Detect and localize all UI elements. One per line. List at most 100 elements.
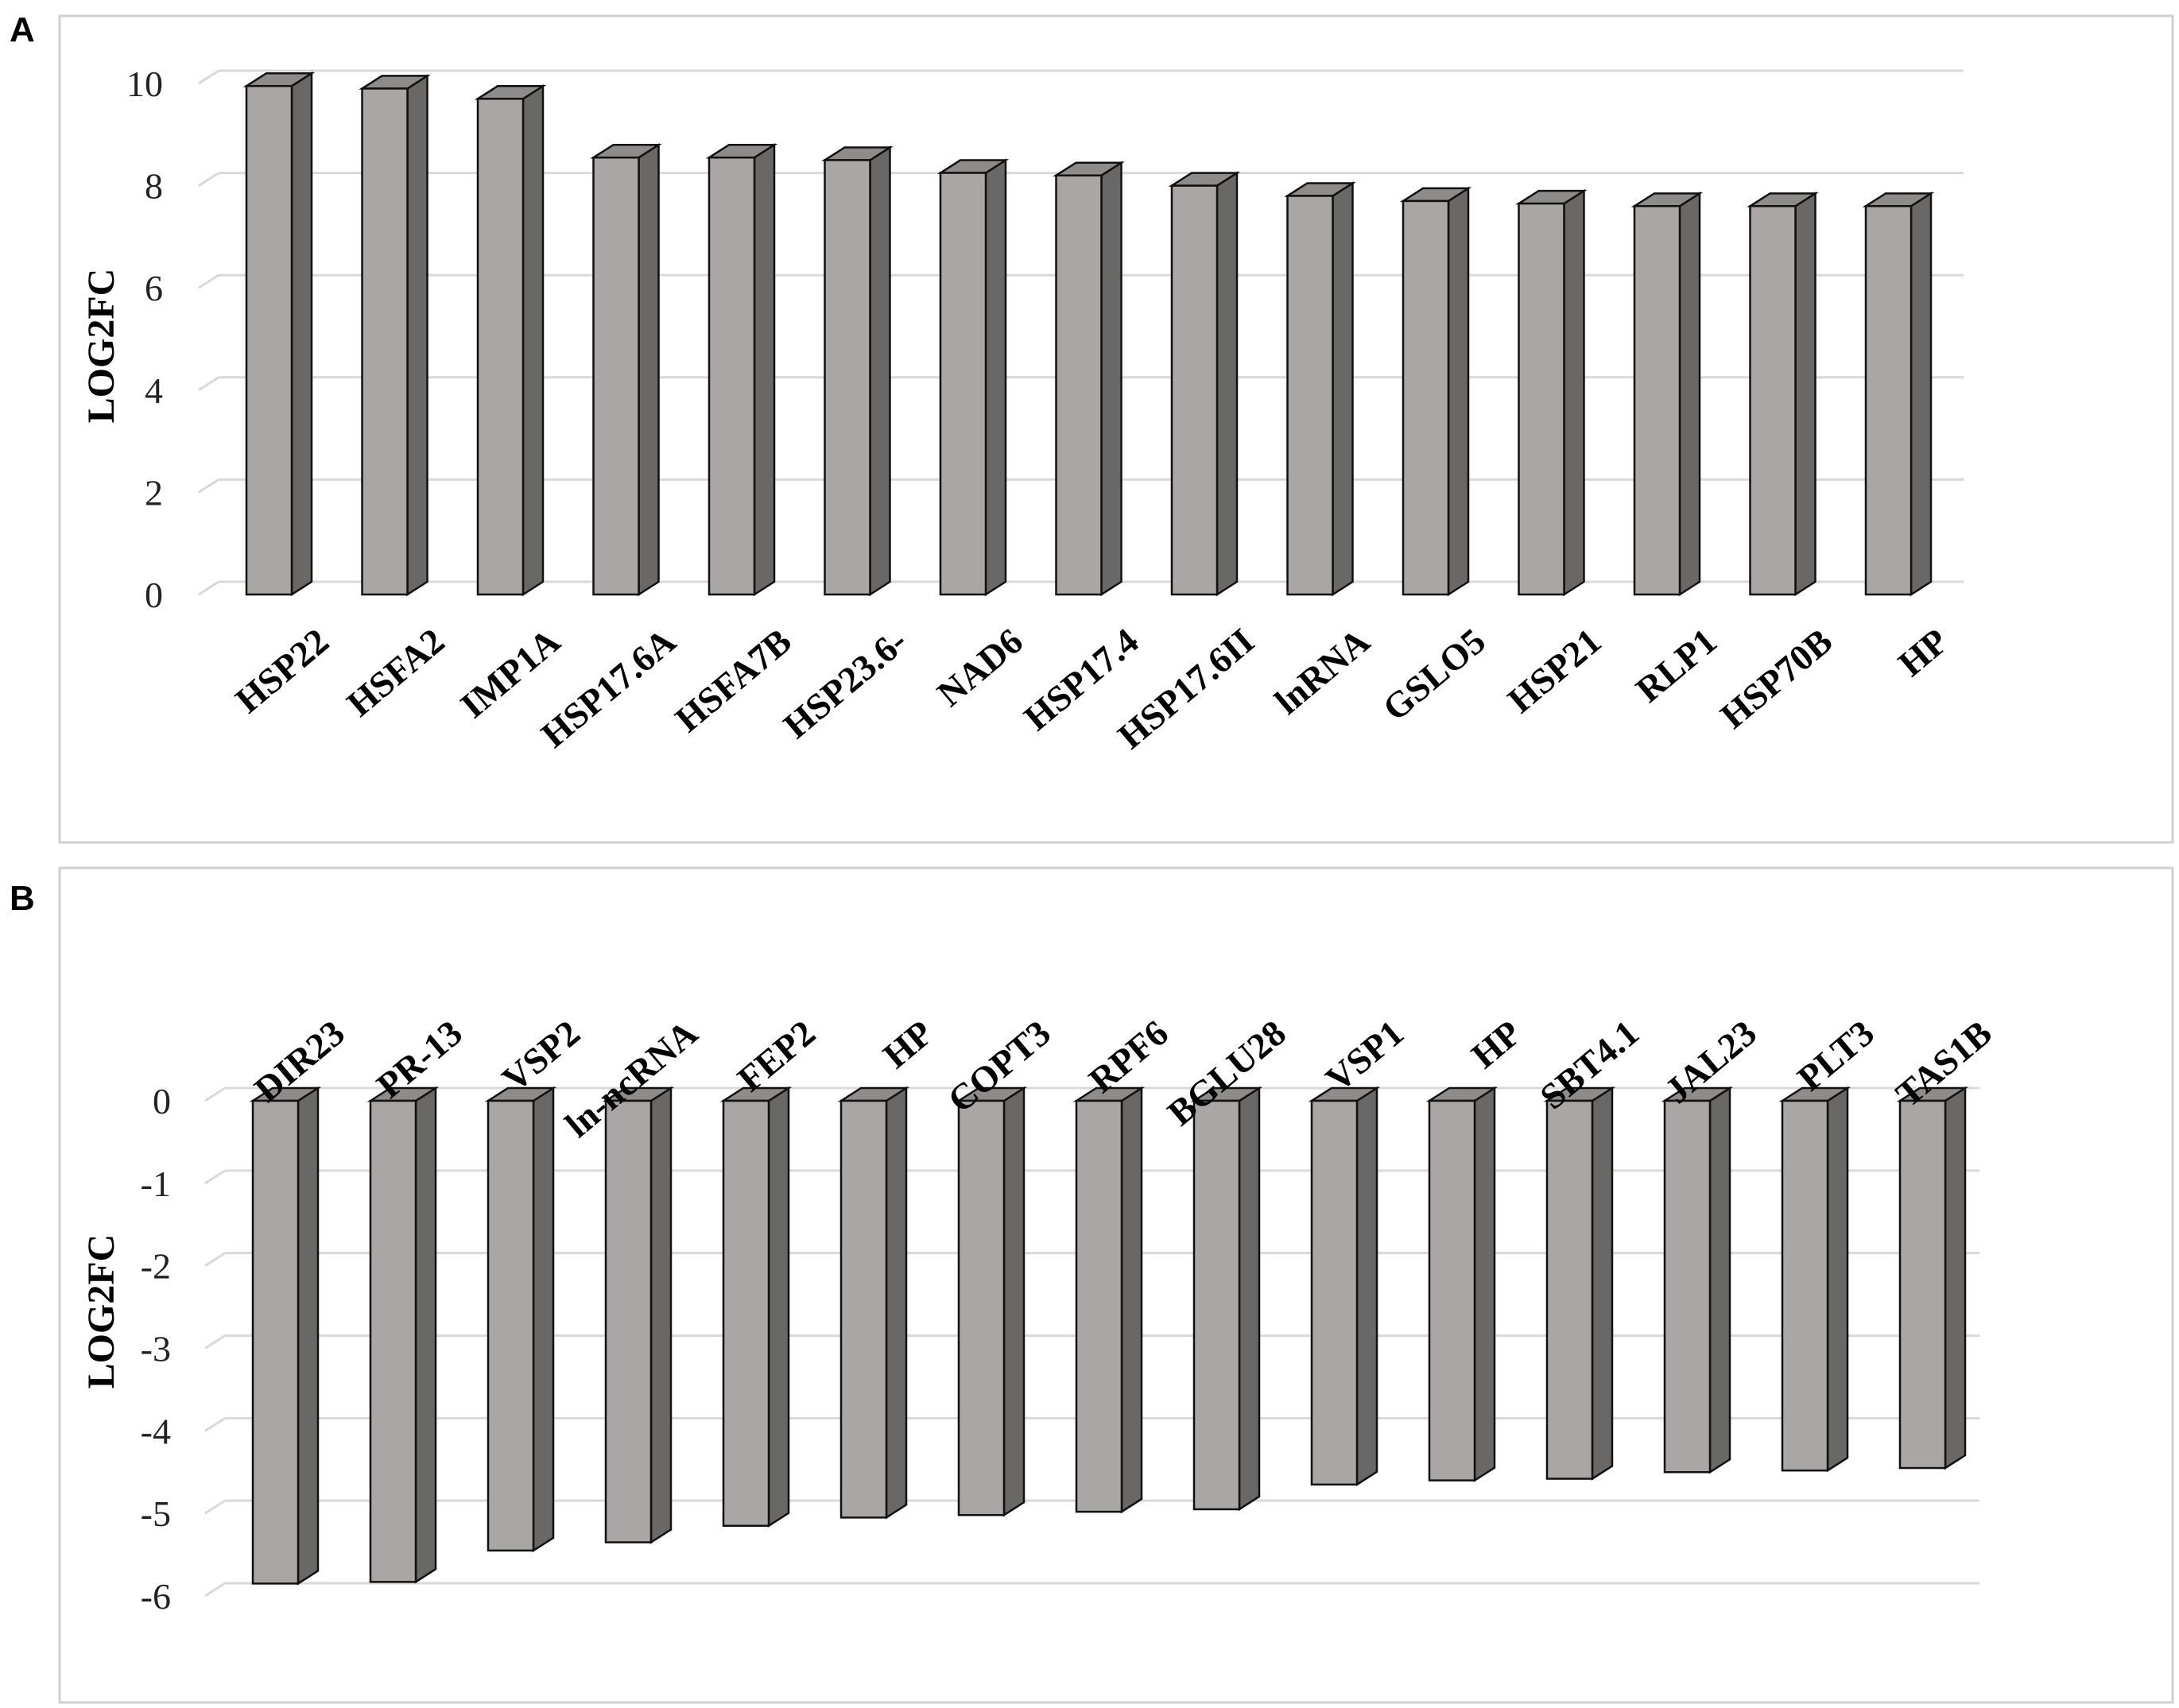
panel-a-y-tick-label: 8 [145,166,163,207]
bar-side [1910,192,1933,597]
panel-a-bar-rlp1 [1630,192,1704,597]
bar-side [649,1086,673,1544]
bar-front [824,159,871,596]
bar-front [1545,1099,1594,1480]
panel-b-y-tick-label: -1 [141,1164,171,1204]
panel-b-y-tick-label: 0 [153,1081,171,1121]
panel-b-gridline-floor [204,1582,226,1598]
bar-front [722,1099,770,1527]
panel-b-bar-ln-ncrna [602,1086,675,1544]
panel-b: B 0-1-2-3-4-5-6 LOG2FC DIR23 PR-13 VSP2ln-… [10,866,2174,1704]
bar-side [1216,171,1239,597]
panel-a-y-tick-label: 10 [126,64,163,104]
bar-front [708,156,756,596]
panel-b-bar-hp [1425,1086,1499,1482]
bar-front [245,84,293,596]
bar-front [1310,1099,1359,1486]
bar-side [984,158,1007,597]
bar-front [251,1099,300,1585]
bar-side [1591,1086,1614,1481]
bar-side [638,142,660,597]
panel-a-bar-hsp17-6ii [1168,171,1241,597]
panel-a-gridline-floor [198,69,219,85]
panel-b-bar-copt3 [955,1086,1028,1517]
bar-side [1120,1086,1143,1514]
bar-side [532,1086,555,1553]
panel-a-y-tick-label: 0 [145,575,163,615]
bar-front [1402,199,1450,596]
panel-b-gridline-floor [204,1417,226,1432]
panel-a-bar-imp1a [474,84,547,597]
panel-a-bar-hsp17-4 [1053,161,1125,597]
panel-b-y-tick-labels: 0 -1 -2 -3 -4 -5 -6 [141,1081,171,1617]
panel-b-bar-plt3 [1778,1086,1851,1473]
bar-side [521,84,545,597]
bar-front [1286,195,1334,596]
panel-a-bar-lnrna [1284,181,1356,597]
panel-a-bar-hsp21 [1515,188,1588,597]
bar-front [1170,184,1219,596]
bar-front [839,1099,888,1519]
bar-side [1002,1086,1026,1517]
bar-side [406,74,428,597]
panel-b-bar-vsp2 [484,1086,557,1553]
bar-front [957,1099,1006,1516]
bar-side [1708,1086,1731,1474]
bar-side [767,1086,790,1528]
bar-side [1826,1086,1849,1473]
panel-b-bar-hp [837,1086,910,1520]
bar-front [1075,1099,1123,1513]
panel-a-bar-nad6 [936,158,1010,597]
panel-b-gridline-floor [204,1169,226,1185]
bar-front [1518,202,1565,596]
panel-a-bar-hsp70b [1747,192,1819,597]
bar-front [592,156,640,596]
panel-b-bar-jal23 [1661,1086,1734,1474]
bar-side [1473,1086,1496,1482]
bar-front [1781,1099,1829,1472]
bar-front [604,1099,653,1543]
panel-b-bar-tas1b [1896,1086,1969,1470]
bar-side [1355,1086,1378,1487]
panel-a-bar-hp [1862,192,1935,597]
panel-a-y-tick-label: 6 [145,268,163,308]
panel-a-gridline-floor [198,376,219,392]
bar-front [1633,205,1681,596]
panel-a-bar-hsfa2 [359,74,431,597]
panel-a-gridline-floor [198,580,219,596]
panel-a-bar-hsp17-6a [590,142,662,597]
panel-b-bars [249,1086,1969,1586]
panel-b-letter: B [10,879,35,918]
panel-a-y-axis-label: LOG2FC [80,269,122,424]
bar-side [290,71,313,597]
bar-side [753,142,776,597]
panel-a-letter: A [10,10,35,49]
bar-front [1864,205,1913,596]
panel-b-gridline-floor [204,1086,226,1102]
panel-a-bar-hsfa7b [705,142,778,597]
panel-b-y-tick-label: -2 [141,1246,171,1287]
bar-front [1749,205,1797,596]
bar-side [1794,192,1816,597]
panel-b-bar-pr-13 [366,1086,440,1584]
bar-side [1100,161,1122,597]
bar-side [414,1086,437,1584]
panel-b-bar-vsp1 [1308,1086,1381,1487]
panel-a-bar-gslo5 [1399,186,1472,597]
bar-front [1428,1099,1476,1481]
panel-a-bar-hsp22 [242,71,316,597]
bar-front [1192,1099,1241,1511]
panel-b-bar-bglu28 [1190,1086,1263,1512]
bar-front [476,98,525,596]
bar-side [1238,1086,1261,1512]
panel-a-gridline-floor [198,478,219,494]
panel-b-gridline-floor [204,1334,226,1350]
bar-side [885,1086,908,1520]
bar-front [361,87,409,596]
panel-a-bars [242,71,1935,597]
bar-side [1563,188,1585,597]
panel-b-gridline-floor [204,1252,226,1267]
panel-b-y-tick-label: -5 [141,1493,171,1534]
